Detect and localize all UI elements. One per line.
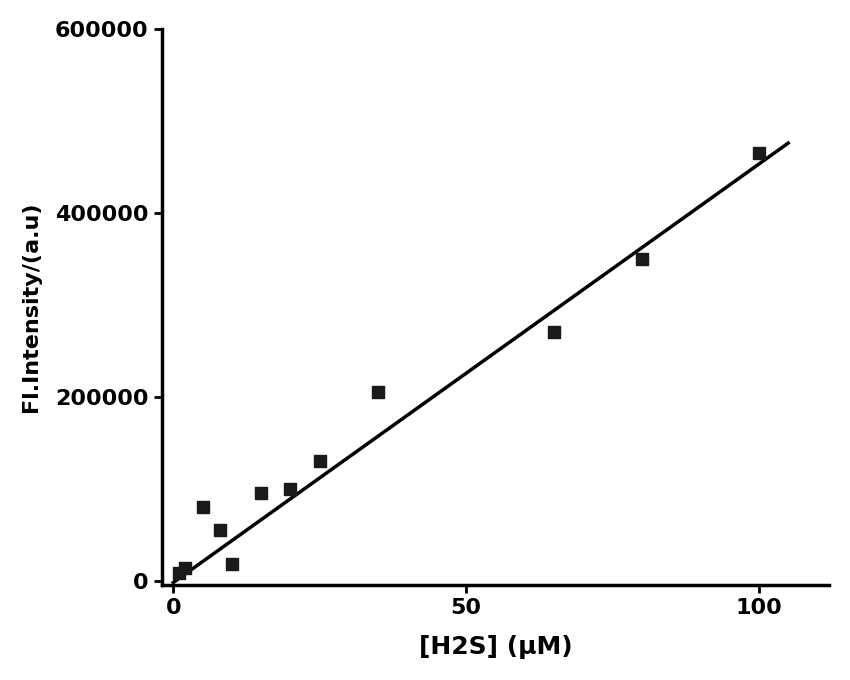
Point [196, 502, 209, 513]
Point [284, 483, 298, 494]
Point [752, 148, 766, 158]
Y-axis label: Fl.Intensity/(a.u): Fl.Intensity/(a.u) [21, 202, 41, 412]
Point [178, 562, 192, 573]
Point [313, 456, 326, 466]
Point [547, 327, 561, 338]
Point [635, 254, 649, 265]
Point [225, 559, 239, 570]
X-axis label: [H2S] (μM): [H2S] (μM) [418, 635, 572, 659]
Point [213, 525, 227, 536]
Point [173, 568, 186, 579]
Point [254, 488, 268, 498]
Point [371, 387, 385, 398]
